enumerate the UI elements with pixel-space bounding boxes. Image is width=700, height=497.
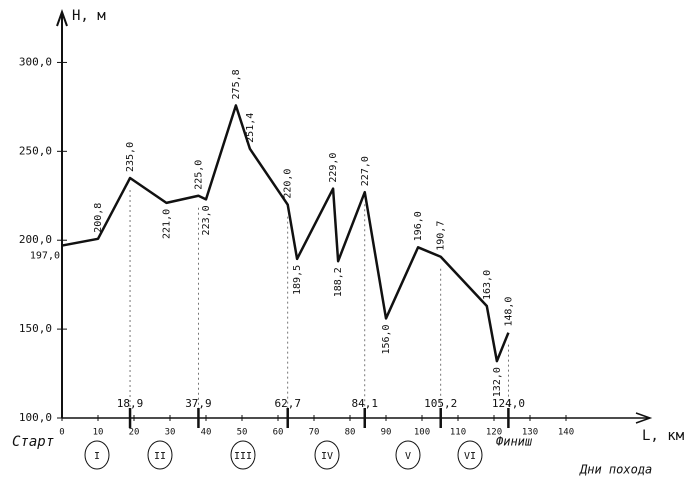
value-label: 225,0 — [193, 160, 204, 190]
y-tick-label: 150,0 — [19, 322, 52, 335]
day-label: I — [94, 451, 100, 462]
value-label: 235,0 — [125, 142, 136, 172]
elevation-line — [61, 104, 510, 363]
days-label: Дни похода — [579, 463, 652, 477]
y-tick-label: 300,0 — [19, 55, 52, 68]
value-label: 188,2 — [333, 267, 344, 297]
y-tick-label: 200,0 — [19, 233, 52, 246]
x-tick-label: 80 — [345, 428, 356, 438]
value-label: 227,0 — [360, 156, 371, 186]
day-marker-label: 124,0 — [492, 397, 525, 410]
value-label: 189,5 — [292, 265, 303, 295]
x-tick-label: 100 — [414, 428, 430, 438]
day-label: II — [154, 451, 166, 462]
day-marker-label: 105,2 — [424, 397, 457, 410]
x-tick-label: 120 — [486, 428, 502, 438]
day-marker-label: 37,9 — [185, 397, 212, 410]
day-marker-label: 62,7 — [274, 397, 301, 410]
day-label: V — [405, 451, 411, 462]
value-label: 223,0 — [201, 205, 212, 235]
day-label: IV — [321, 451, 333, 462]
value-label: 190,7 — [436, 221, 447, 251]
start-label: Старт — [12, 434, 54, 450]
value-label: 251,4 — [245, 113, 256, 143]
value-label: 275,8 — [231, 69, 242, 99]
x-tick-label: 20 — [129, 428, 140, 438]
y-arrow — [56, 9, 68, 27]
y-axis-label: H, м — [72, 8, 106, 24]
x-tick-label: 0 — [59, 428, 64, 438]
value-label: 148,0 — [503, 297, 514, 327]
value-label: 221,0 — [161, 209, 172, 239]
x-tick-label: 10 — [93, 428, 104, 438]
value-label: 220,0 — [283, 169, 294, 199]
x-arrow — [635, 412, 653, 424]
day-circle — [314, 440, 340, 470]
day-circle — [147, 440, 173, 470]
finish-label: Финиш — [496, 435, 533, 449]
value-label: 229,0 — [328, 153, 339, 183]
value-label: 196,0 — [413, 211, 424, 241]
x-tick-label: 40 — [201, 428, 212, 438]
day-marker-label: 18,9 — [117, 397, 144, 410]
x-tick-label: 130 — [522, 428, 538, 438]
value-label: 156,0 — [381, 324, 392, 354]
day-circle — [457, 440, 483, 470]
day-marker-label: 84,1 — [352, 397, 379, 410]
x-tick-label: 30 — [165, 428, 176, 438]
x-tick-label: 90 — [381, 428, 392, 438]
x-tick-label: 50 — [237, 428, 248, 438]
day-circle — [230, 440, 256, 470]
y-tick-label: 100,0 — [19, 411, 52, 424]
value-label: 197,0 — [30, 251, 60, 262]
x-tick-label: 140 — [558, 428, 574, 438]
day-label: VI — [464, 451, 476, 462]
day-label: III — [234, 451, 252, 462]
x-tick-label: 60 — [273, 428, 284, 438]
x-tick-label: 70 — [309, 428, 320, 438]
value-label: 132,0 — [492, 367, 503, 397]
value-label: 163,0 — [482, 270, 493, 300]
y-tick-label: 250,0 — [19, 144, 52, 157]
x-tick-label: 110 — [450, 428, 466, 438]
value-label: 200,8 — [93, 203, 104, 233]
day-circle — [395, 440, 421, 470]
x-axis-label: L, км — [642, 428, 685, 444]
day-circle — [84, 440, 110, 470]
